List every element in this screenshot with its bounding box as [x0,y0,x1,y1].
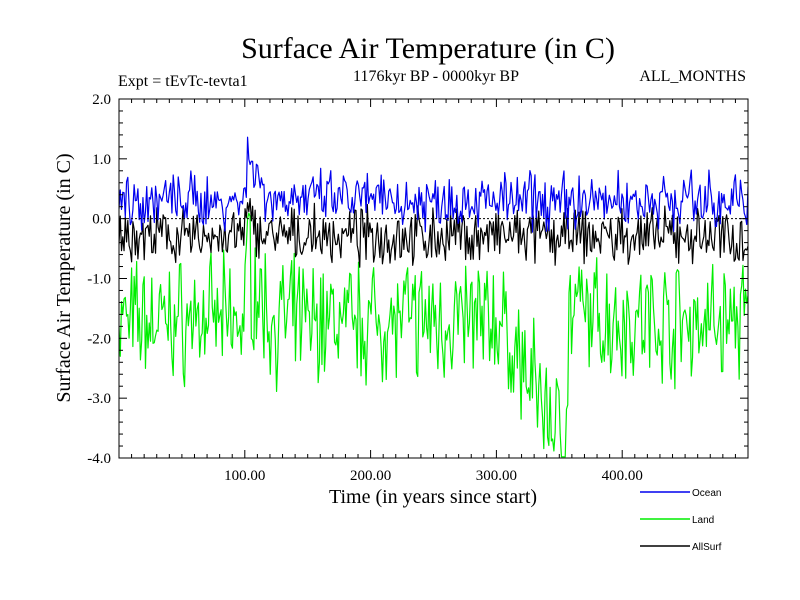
series-ocean-line [119,136,748,233]
chart-title: Surface Air Temperature (in C) [241,32,615,65]
y-tick-label: -2.0 [87,331,111,347]
x-tick-label: 400.00 [602,468,643,484]
x-axis-label: Time (in years since start) [329,486,537,508]
y-tick-label: 2.0 [92,92,111,108]
legend-label-ocean: Ocean [692,488,721,499]
legend: Ocean Land AllSurf [640,488,722,553]
y-axis-label: Surface Air Temperature (in C) [53,153,75,402]
y-tick-label: -3.0 [87,391,111,407]
y-tick-label: 1.0 [92,152,111,168]
y-tick-label: 0.0 [92,212,111,228]
y-tick-label: -4.0 [87,451,111,467]
x-tick-label: 300.00 [476,468,517,484]
series-layer [119,136,748,458]
legend-label-allsurf: AllSurf [692,542,722,553]
y-tick-label: -1.0 [87,272,111,288]
period-label: 1176kyr BP - 0000kyr BP [353,68,519,85]
experiment-label: Expt = tEvTc-tevta1 [118,73,248,90]
y-axis: 2.0 1.0 0.0 -1.0 -2.0 -3.0 -4.0 [87,92,748,467]
series-allsurf-line [119,197,748,268]
x-axis: 100.00 200.00 300.00 400.00 [131,99,736,484]
plot-frame [118,98,749,459]
months-label: ALL_MONTHS [639,68,746,85]
x-tick-label: 100.00 [224,468,265,484]
legend-label-land: Land [692,515,714,526]
series-land-line [119,212,748,458]
x-tick-label: 200.00 [350,468,391,484]
